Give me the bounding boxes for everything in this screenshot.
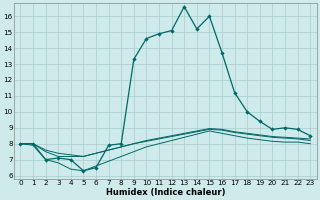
- X-axis label: Humidex (Indice chaleur): Humidex (Indice chaleur): [106, 188, 225, 197]
